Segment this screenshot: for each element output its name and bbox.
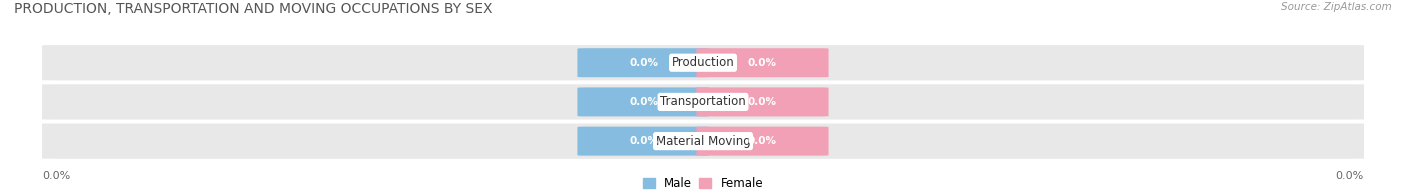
Text: 0.0%: 0.0%	[628, 97, 658, 107]
Text: Material Moving: Material Moving	[655, 135, 751, 148]
FancyBboxPatch shape	[30, 45, 1376, 80]
FancyBboxPatch shape	[30, 84, 1376, 120]
FancyBboxPatch shape	[696, 127, 828, 156]
Text: 0.0%: 0.0%	[628, 58, 658, 68]
Text: Source: ZipAtlas.com: Source: ZipAtlas.com	[1281, 2, 1392, 12]
Text: 0.0%: 0.0%	[748, 136, 778, 146]
FancyBboxPatch shape	[30, 123, 1376, 159]
FancyBboxPatch shape	[696, 48, 828, 77]
FancyBboxPatch shape	[578, 87, 710, 116]
FancyBboxPatch shape	[696, 87, 828, 116]
FancyBboxPatch shape	[578, 48, 710, 77]
FancyBboxPatch shape	[578, 127, 710, 156]
Text: 0.0%: 0.0%	[42, 171, 70, 181]
Text: 0.0%: 0.0%	[748, 97, 778, 107]
Text: 0.0%: 0.0%	[628, 136, 658, 146]
Text: Transportation: Transportation	[661, 95, 745, 108]
Text: 0.0%: 0.0%	[1336, 171, 1364, 181]
Text: Production: Production	[672, 56, 734, 69]
Text: PRODUCTION, TRANSPORTATION AND MOVING OCCUPATIONS BY SEX: PRODUCTION, TRANSPORTATION AND MOVING OC…	[14, 2, 492, 16]
Legend: Male, Female: Male, Female	[643, 177, 763, 190]
Text: 0.0%: 0.0%	[748, 58, 778, 68]
